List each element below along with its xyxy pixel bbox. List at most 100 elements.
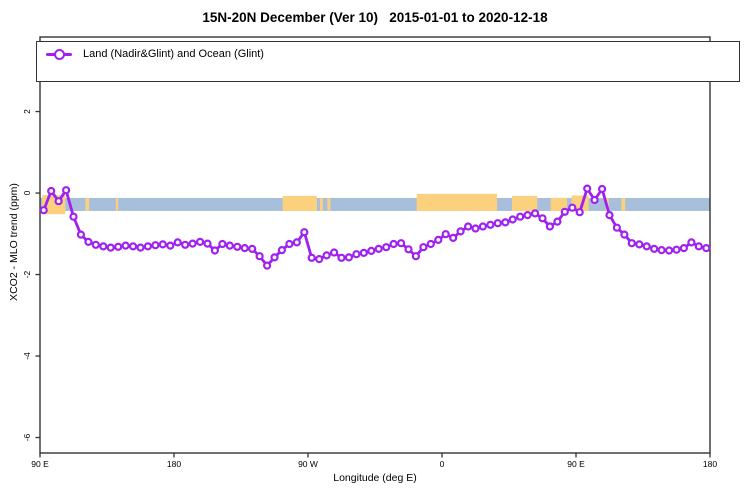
x-tick-label: 0 [440,459,445,469]
land-segment [319,197,323,211]
land-segment [511,195,538,211]
data-point-marker [627,239,636,248]
data-point-marker [225,241,234,250]
chart-title: 15N-20N December (Ver 10) 2015-01-01 to … [202,10,548,25]
data-point-marker [404,245,413,254]
data-point-marker [158,240,167,249]
data-point-marker [61,186,71,195]
x-axis-label: Longitude (deg E) [333,472,417,484]
data-point-marker [129,242,138,251]
data-point-marker [530,209,540,218]
data-point-marker [143,242,152,251]
data-point-marker [597,184,607,194]
data-point-marker [642,242,651,251]
data-point-marker [419,243,428,252]
data-point-marker [69,212,78,221]
data-point-marker [449,233,458,242]
data-point-marker [307,253,316,262]
data-point-marker [702,244,711,253]
data-point-marker [121,241,130,250]
data-point-marker [106,243,115,252]
plot-border [39,36,711,454]
data-point-marker [590,195,599,205]
data-point-marker [657,246,666,255]
legend-sample [46,48,72,60]
data-point-marker [411,252,420,261]
data-point-marker [322,251,331,260]
data-point-marker [501,218,510,227]
data-point-marker [486,220,495,229]
data-point-marker [352,250,361,259]
data-point-marker [136,243,145,252]
data-point-marker [426,239,435,249]
data-point-marker [605,211,614,220]
data-point-marker [337,253,346,262]
data-point-marker [374,244,383,253]
y-tick-label: 0 [22,190,32,195]
data-point-marker [538,214,547,223]
data-point-marker [196,237,205,246]
data-point-marker [114,242,123,251]
data-point-marker [650,244,659,253]
data-point-marker [84,237,93,246]
data-point-marker [248,244,257,253]
legend-label: Land (Nadir&Glint) and Ocean (Glint) [83,48,264,60]
data-point-marker [270,253,279,262]
data-point-marker [292,238,301,247]
data-point-marker [560,207,569,216]
data-point-marker [47,186,56,196]
data-point-marker [389,239,398,249]
data-point-marker [54,197,63,206]
land-segment [282,195,317,211]
data-point-marker [210,246,219,255]
land-segment [416,193,498,211]
data-point-marker [620,230,629,239]
data-point-marker [545,222,555,231]
data-point-marker [471,224,480,233]
data-point-marker [188,239,197,248]
data-point-marker [173,238,182,247]
data-point-marker [672,245,681,254]
data-point-marker [575,208,584,217]
data-point-marker [464,222,473,231]
data-point-marker [300,228,309,237]
legend-box: Land (Nadir&Glint) and Ocean (Glint) [36,41,740,82]
data-point-marker [635,240,644,249]
y-tick-label: -2 [22,270,32,278]
data-point-marker [359,248,368,257]
open-circle-marker-icon [54,48,65,60]
ocean-band [40,197,710,211]
data-point-marker [508,215,517,224]
data-point-marker [553,217,562,226]
data-point-marker [233,242,242,251]
land-segment [115,197,119,211]
y-tick-label: -4 [22,352,32,360]
data-point-marker [344,253,353,262]
data-point-marker [434,235,443,244]
data-point-marker [240,244,249,253]
data-point-marker [478,222,487,231]
data-point-marker [516,212,525,221]
data-point-marker [612,223,622,232]
data-point-marker [218,239,227,249]
data-point-marker [456,227,465,236]
data-point-marker [382,243,391,252]
data-point-marker [263,261,272,270]
data-point-marker [99,242,108,251]
data-point-marker [76,230,86,239]
data-point-marker [39,206,48,215]
land-segment [85,197,90,211]
data-point-marker [664,246,674,255]
land-segment [550,197,568,211]
data-point-marker [330,248,339,257]
data-point-marker [523,211,532,220]
data-point-marker [255,252,264,261]
data-point-marker [687,238,696,247]
x-tick-label: 180 [703,459,717,469]
data-point-marker [397,239,406,248]
x-tick-label: 90 E [31,459,49,469]
data-point-marker [151,241,160,250]
data-point-marker [91,240,100,249]
data-point-marker [277,246,286,255]
